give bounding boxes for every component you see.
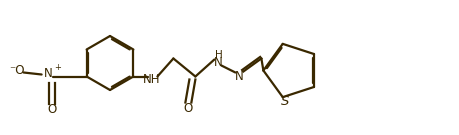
Text: H: H	[214, 50, 222, 60]
Text: O: O	[47, 103, 56, 116]
Text: O: O	[184, 102, 193, 115]
Text: N: N	[214, 56, 223, 69]
Text: +: +	[54, 63, 61, 72]
Text: NH: NH	[143, 73, 160, 86]
Text: ⁻O: ⁻O	[9, 64, 24, 77]
Text: N: N	[235, 70, 244, 83]
Text: S: S	[280, 95, 289, 108]
Text: N: N	[44, 67, 53, 80]
